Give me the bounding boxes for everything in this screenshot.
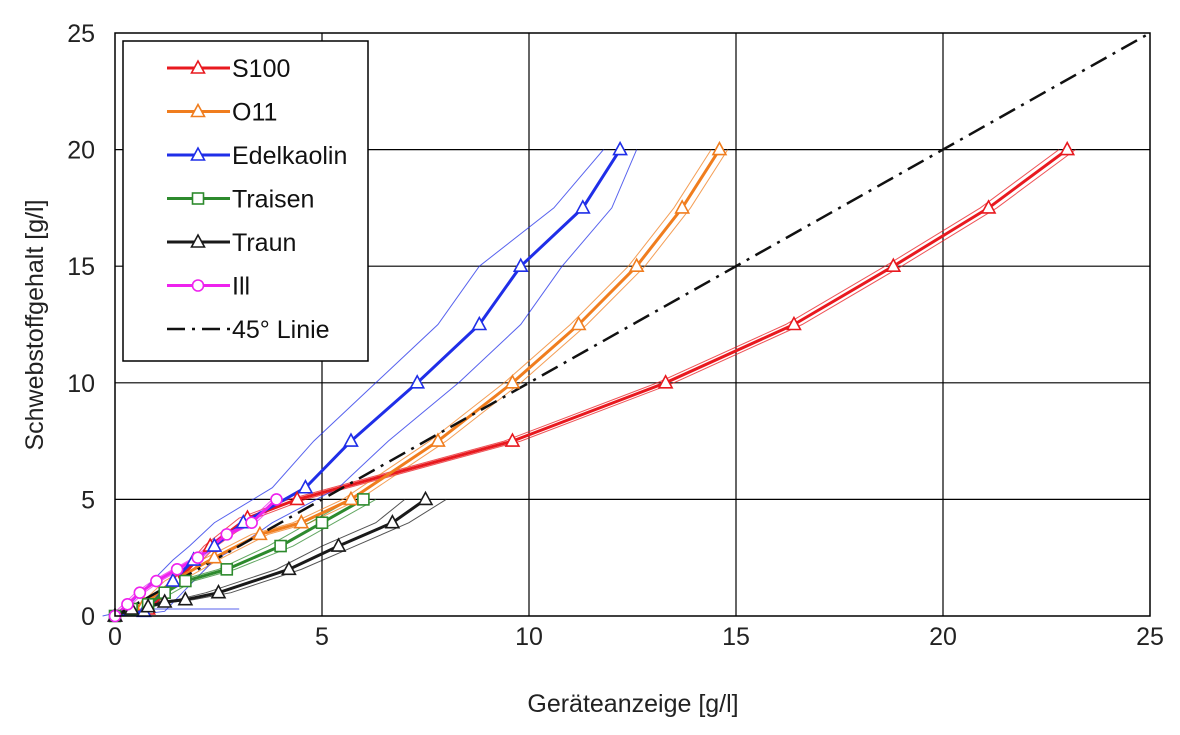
legend-marker-traun [190,233,206,248]
x-tick-labels: 0 5 10 15 20 25 [108,623,1164,651]
legend-marker-o11 [190,102,206,118]
data-point-edelkaolin [409,374,426,389]
data-point-ill [121,598,134,611]
y-tick-label: 10 [67,370,95,398]
data-point-s100 [1059,140,1076,156]
x-tick-label: 20 [929,623,957,651]
legend: S100 O11 Edelkaolin Traisen Traun Ill 45° Lini… [122,40,369,362]
data-point-o11 [628,257,645,273]
data-point-ill [245,516,258,530]
x-tick-label: 0 [108,623,122,651]
series-band-o11 [110,149,712,617]
legend-label-edelkaolin: Edelkaolin [232,142,347,170]
legend-label-s100: S100 [232,55,290,83]
data-point-ill [150,574,163,588]
data-point-o11 [504,374,521,389]
data-point-traisen [357,493,370,506]
data-point-traun [210,584,227,599]
x-axis-label: Geräteanzeige [g/l] [527,690,738,718]
y-tick-label: 25 [67,20,95,48]
data-point-traun [417,490,434,506]
data-point-o11 [293,514,310,529]
data-point-edelkaolin [297,479,314,494]
data-point-traisen [274,539,287,553]
data-point-s100 [786,315,802,331]
data-point-ill [170,563,184,576]
x-tick-label: 15 [722,623,750,651]
data-point-s100 [504,432,521,447]
data-point-traun [281,560,297,576]
legend-label-traisen: Traisen [232,186,314,214]
y-axis-label: Schwebstoffgehalt [g/l] [21,199,49,450]
data-point-edelkaolin [574,199,591,214]
data-point-o11 [206,549,223,564]
x-tick-label: 5 [315,623,329,651]
data-point-edelkaolin [512,257,529,273]
legend-marker-ill [191,279,205,292]
data-point-traun [140,597,156,613]
data-point-o11 [674,199,691,214]
data-point-edelkaolin [471,315,488,331]
data-point-edelkaolin [343,432,359,447]
data-point-ill [220,528,234,541]
series-markers [107,140,1076,623]
y-tick-label: 0 [81,603,95,631]
data-point-s100 [289,490,306,506]
y-tick-label: 15 [67,253,95,281]
legend-label-traun: Traun [232,229,296,257]
legend-box [122,40,369,362]
x-tick-label: 25 [1136,623,1164,651]
legend-label-45-linie: 45° Linie [232,316,330,344]
y-tick-label: 20 [67,137,95,165]
data-point-s100 [657,374,674,389]
data-point-traisen [220,563,234,576]
data-point-o11 [430,432,446,447]
legend-label-ill: Ill [232,273,250,301]
data-point-o11 [252,525,268,541]
data-point-ill [270,493,283,506]
data-point-edelkaolin [612,140,628,156]
data-point-traun [330,537,347,552]
series-line-45-linie [114,31,1151,618]
data-point-ill [191,551,205,565]
plot-frame [114,32,1151,617]
legend-marker-s100 [190,59,206,74]
data-point-traisen [179,574,192,588]
data-point-traun [384,514,401,529]
data-point-edelkaolin [165,572,181,587]
y-tick-label: 5 [81,486,95,514]
y-tick-labels: 0 5 10 15 20 25 [67,20,95,631]
legend-marker-traisen [191,192,205,205]
data-point-traun [156,593,173,608]
data-point-traisen [315,516,329,530]
x-tick-label: 10 [515,623,543,651]
data-point-o11 [343,490,359,506]
data-point-s100 [980,199,997,214]
data-point-o11 [570,315,587,331]
data-point-edelkaolin [206,537,223,552]
legend-marker-edelkaolin [190,146,206,161]
data-point-o11 [711,140,728,156]
legend-label-o11: O11 [232,99,277,127]
data-point-s100 [885,257,902,273]
data-point-traun [177,590,194,606]
data-point-ill [133,586,147,599]
